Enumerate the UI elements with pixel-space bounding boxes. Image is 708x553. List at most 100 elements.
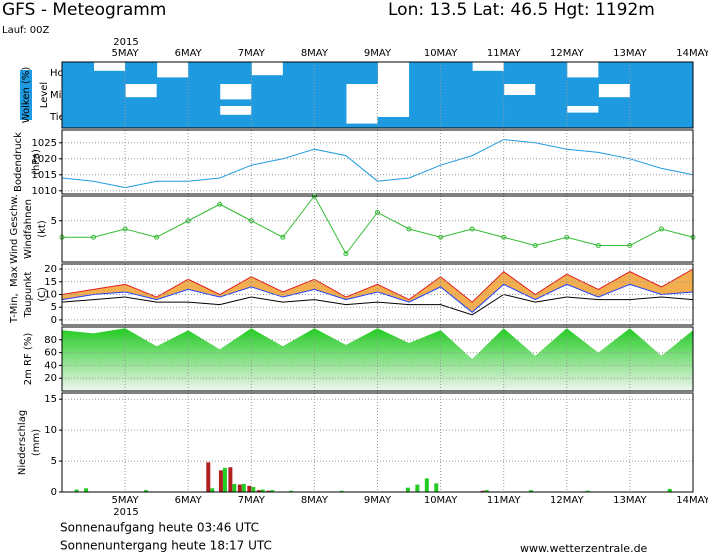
date-label-bottom: 9MAY xyxy=(364,495,392,506)
cloud-cell xyxy=(188,106,221,128)
precip-bar xyxy=(424,478,429,492)
cloud-cell xyxy=(661,106,694,128)
y-tick-label: 5 xyxy=(51,302,57,313)
date-label-bottom: 11MAY xyxy=(487,495,521,506)
cloud-cell xyxy=(125,106,158,128)
marker xyxy=(595,243,601,248)
cloud-cell xyxy=(409,106,442,128)
cloud-cell xyxy=(188,84,221,106)
cloud-cell xyxy=(535,62,568,84)
cloud-cell xyxy=(598,62,631,84)
temp-line xyxy=(61,293,694,316)
cloud-cell xyxy=(282,62,315,84)
cloud-cell xyxy=(125,62,158,84)
cloud-cell xyxy=(219,114,252,128)
cloud-cell xyxy=(251,75,284,84)
y-tick-label: 20 xyxy=(44,264,57,275)
precip-bar xyxy=(241,483,246,492)
panel-title: Wolken (%) xyxy=(21,67,32,124)
cloud-cell xyxy=(62,106,95,128)
precip-bar xyxy=(144,490,149,492)
cloud-cell xyxy=(156,84,189,106)
cloud-cell xyxy=(535,84,568,106)
cloud-cell xyxy=(125,97,158,106)
date-label-top: 5MAY xyxy=(112,48,140,59)
cloud-cell xyxy=(503,106,536,128)
cloud-cell xyxy=(62,84,95,106)
cloud-cell xyxy=(503,95,536,106)
y-tick-label: 1020 xyxy=(32,154,57,165)
marker xyxy=(343,251,349,257)
date-label-top: 8MAY xyxy=(301,48,329,59)
precip-bar xyxy=(270,490,275,492)
cloud-cell xyxy=(629,84,662,106)
date-label-bottom: 12MAY xyxy=(550,495,584,506)
y-tick-label: 10 xyxy=(44,425,57,436)
unit: (kt) xyxy=(37,220,48,238)
cloud-cell xyxy=(629,106,662,128)
precip-bar xyxy=(415,484,420,492)
precip-bar xyxy=(247,485,252,492)
cloud-cell xyxy=(345,62,378,84)
cloud-cell xyxy=(93,84,126,106)
precip-bar xyxy=(339,490,344,492)
panel-title: Bodendruck xyxy=(13,132,24,192)
precip-bar xyxy=(84,488,89,492)
panel-frame xyxy=(61,195,694,263)
line xyxy=(62,195,694,255)
date-label-top: 7MAY xyxy=(238,48,266,59)
y-tick-label: 1010 xyxy=(32,186,57,197)
precip-bar xyxy=(266,490,271,492)
title: GFS - Meteogramm xyxy=(2,0,166,20)
panel-title: 2m RF (%) xyxy=(23,333,34,386)
precip-bar xyxy=(484,490,489,492)
marker xyxy=(248,218,254,224)
y-tick-label: 5 xyxy=(51,456,57,467)
marker xyxy=(185,218,191,224)
marker xyxy=(406,226,412,232)
marker xyxy=(280,234,286,240)
panel-frame xyxy=(61,61,694,129)
precip-bar xyxy=(585,490,590,492)
year-top: 2015 xyxy=(113,37,138,48)
precip-bar xyxy=(667,488,672,492)
date-label-top: 12MAY xyxy=(550,48,584,59)
panel-frame xyxy=(61,129,694,195)
precip-bar xyxy=(528,490,533,492)
cloud-cell xyxy=(282,84,315,106)
date-label-top: 13MAY xyxy=(613,48,647,59)
y-tick-label: 20 xyxy=(44,373,57,384)
precip-bar xyxy=(210,488,215,492)
unit: (mm) xyxy=(31,429,42,456)
marker xyxy=(91,234,97,240)
date-label-bottom: 13MAY xyxy=(613,495,647,506)
cloud-cell xyxy=(472,106,505,128)
precip-bar xyxy=(251,487,256,492)
cloud-cell xyxy=(93,70,126,84)
marker xyxy=(469,226,475,232)
cloud-cell xyxy=(409,62,442,84)
unit: (hPa) xyxy=(31,149,42,175)
cloud-cell xyxy=(219,99,252,106)
y-tick-label: 1025 xyxy=(32,138,57,149)
date-label-bottom: 8MAY xyxy=(301,495,329,506)
y-tick-label: 15 xyxy=(44,394,57,405)
y-tick-label: 40 xyxy=(44,360,57,371)
cloud-cell xyxy=(440,62,473,84)
cloud-cell xyxy=(345,123,378,128)
title-box xyxy=(20,70,32,120)
cloud-cell xyxy=(188,62,221,84)
precip-bar xyxy=(228,467,233,492)
temp-range xyxy=(62,269,693,313)
date-label-top: 14MAY xyxy=(676,48,708,59)
precip-bar xyxy=(206,462,211,492)
marker xyxy=(658,226,664,232)
sunset: Sonnenuntergang heute 18:17 UTC xyxy=(60,539,272,553)
source: www.wetterzentrale.de xyxy=(520,542,648,553)
cloud-cell xyxy=(566,84,599,106)
cloud-cell xyxy=(251,84,284,106)
cloud-cell xyxy=(440,106,473,128)
y-tick-label: 80 xyxy=(44,335,57,346)
cloud-cell xyxy=(661,84,694,106)
